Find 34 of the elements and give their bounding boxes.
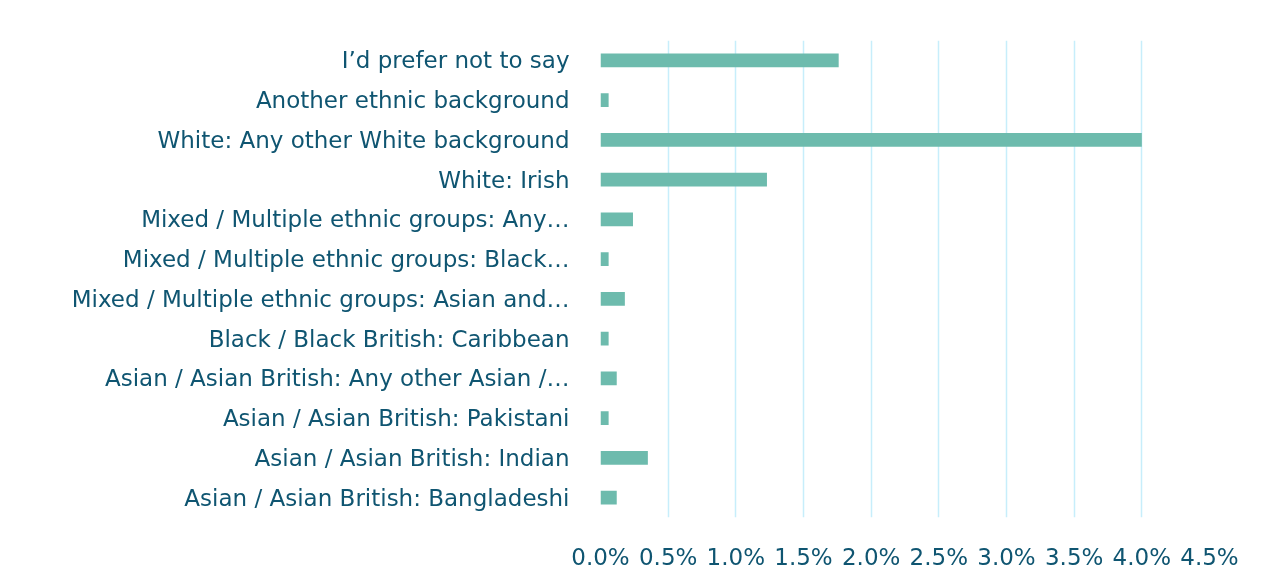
bar [600, 252, 609, 267]
x-tick-label: 3.5% [1044, 543, 1104, 570]
bar [600, 53, 839, 68]
x-tick-label: 0.0% [571, 543, 630, 570]
y-tick-label: Mixed / Multiple ethnic groups: Asian and… [71, 285, 570, 312]
y-tick-label: White: Irish [438, 166, 570, 193]
bar [600, 411, 609, 426]
x-tick-label: 2.5% [909, 543, 969, 570]
x-tick-label: 4.0% [1112, 543, 1172, 570]
x-tick-label: 1.5% [774, 543, 833, 570]
y-tick-label: Asian / Asian British: Pakistani [222, 405, 570, 432]
y-tick-label: Mixed / Multiple ethnic groups: Any… [141, 206, 570, 233]
y-tick-label: Black / Black British: Caribbean [208, 325, 570, 352]
bar [600, 450, 648, 465]
bar [600, 212, 633, 227]
bar [600, 490, 617, 505]
y-tick-label: Mixed / Multiple ethnic groups: Black… [122, 246, 570, 273]
bar [600, 331, 609, 346]
y-tick-label: Asian / Asian British: Any other Asian /… [104, 365, 570, 392]
y-tick-label: Asian / Asian British: Bangladeshi [184, 484, 570, 511]
x-tick-label: 1.0% [706, 543, 766, 570]
x-tick-label: 4.5% [1180, 543, 1239, 570]
y-tick-label: I’d prefer not to say [341, 47, 570, 74]
x-tick-label: 2.0% [841, 543, 901, 570]
y-tick-label: Another ethnic background [255, 87, 570, 114]
x-tick-label: 3.0% [977, 543, 1036, 570]
x-tick-label: 0.5% [638, 543, 698, 570]
y-tick-label: White: Any other White background [157, 126, 570, 153]
bar [600, 291, 625, 306]
bar [600, 371, 617, 386]
y-tick-label: Asian / Asian British: Indian [254, 444, 570, 471]
bar [600, 132, 1142, 147]
bar [600, 93, 609, 108]
bar [600, 172, 767, 187]
